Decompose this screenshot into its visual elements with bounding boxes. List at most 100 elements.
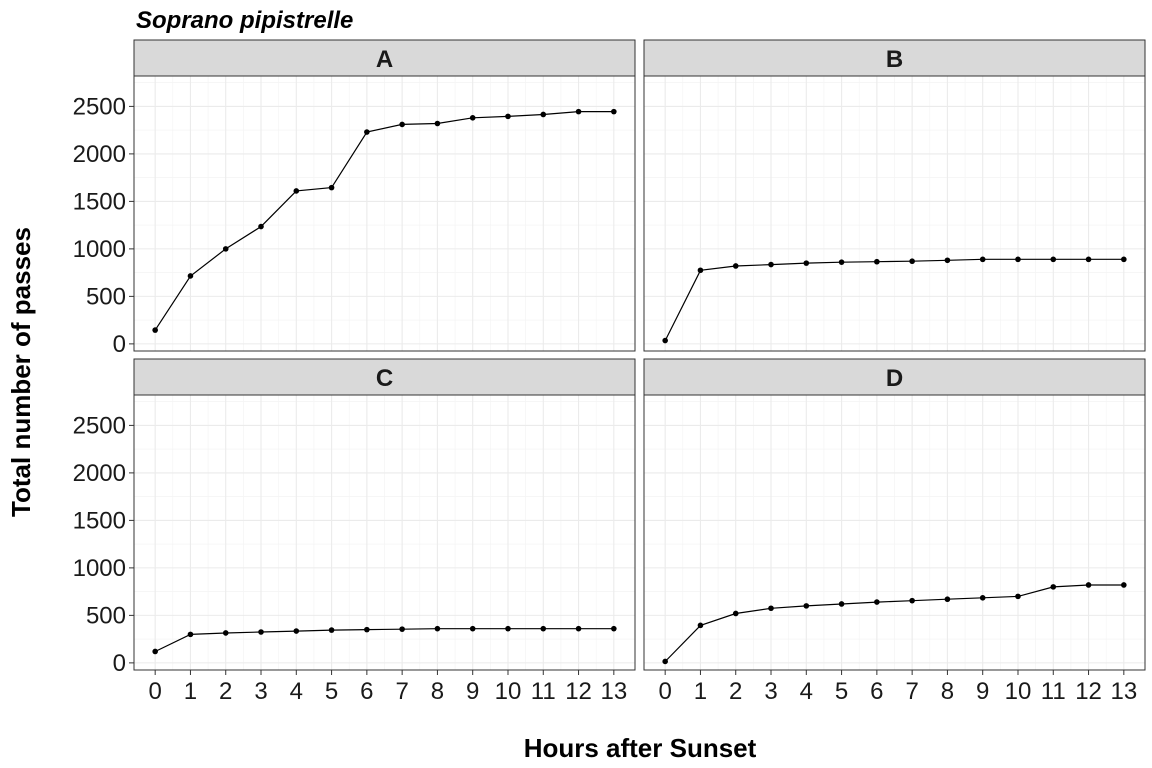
data-point [399, 626, 405, 632]
y-tick-label: 1000 [73, 236, 126, 263]
x-tick-label: 12 [1075, 678, 1102, 705]
panel-border [643, 394, 1146, 671]
x-tick-label: 5 [325, 678, 338, 705]
data-point [611, 625, 617, 632]
facet-strip [643, 39, 1146, 77]
x-tick-label: 8 [941, 678, 954, 705]
x-tick-label: 3 [764, 678, 777, 705]
x-tick-label: 8 [431, 678, 444, 705]
x-tick-label: 13 [1110, 678, 1137, 705]
x-tick-label: 2 [219, 678, 232, 705]
x-tick-label: 5 [835, 678, 848, 705]
data-point [944, 596, 951, 603]
data-point [187, 631, 194, 638]
x-tick-label: 2 [729, 678, 742, 705]
x-tick-label: 11 [1041, 678, 1066, 705]
data-point [222, 630, 229, 636]
facet-panel-D: D0 1 2 3 4 5 6 7 8 9 10 11 12 13 [643, 358, 1146, 705]
data-point [697, 267, 704, 274]
y-tick-label: 1500 [73, 507, 126, 534]
data-point [540, 111, 547, 118]
data-point [944, 257, 951, 264]
y-axis-title: Total number of passes [6, 227, 36, 517]
y-tick-label: 2000 [73, 141, 126, 168]
data-point [979, 256, 986, 263]
data-point [838, 601, 845, 607]
data-point [1085, 582, 1092, 588]
x-tick-label: 9 [466, 678, 479, 705]
data-point [611, 108, 617, 115]
y-tick-label: 1500 [73, 188, 126, 215]
data-point [328, 627, 335, 633]
data-point [222, 246, 229, 252]
x-tick-label: 4 [800, 678, 813, 705]
data-point [1015, 593, 1021, 600]
panel-border [133, 75, 636, 352]
facet-strip-label: A [376, 46, 393, 73]
data-point [364, 626, 370, 633]
data-point [838, 259, 845, 265]
data-point [909, 258, 915, 265]
x-tick-label: 1 [184, 678, 197, 705]
panel-border [643, 75, 1146, 352]
panel-border [133, 394, 636, 671]
data-point [874, 258, 880, 265]
x-tick-label: 13 [600, 678, 627, 705]
data-point [399, 121, 405, 128]
series-line [154, 110, 614, 331]
data-point [1015, 256, 1021, 263]
data-point [575, 625, 582, 632]
data-point [293, 188, 300, 194]
x-tick-label: 4 [290, 678, 303, 705]
data-point [732, 263, 739, 269]
x-tick-label: 10 [1005, 678, 1032, 705]
x-tick-label: 6 [360, 678, 373, 705]
series-line [664, 584, 1124, 662]
y-tick-label: 2500 [73, 93, 126, 120]
data-point [803, 603, 810, 609]
data-point [505, 113, 511, 120]
y-tick-label: 0 [113, 331, 126, 358]
x-tick-label: 3 [254, 678, 267, 705]
x-tick-label: 7 [395, 678, 408, 705]
data-point [152, 327, 158, 333]
x-axis-title: Hours after Sunset [524, 733, 757, 763]
data-point [979, 595, 986, 601]
chart-title: Soprano pipistrelle [136, 7, 353, 34]
facet-strip-label: C [376, 365, 393, 392]
data-point [662, 658, 668, 665]
data-point [258, 223, 264, 230]
y-tick-label: 500 [86, 602, 126, 629]
data-point [187, 273, 194, 279]
data-point [1050, 584, 1057, 590]
data-point [575, 108, 582, 115]
data-point [469, 625, 476, 632]
facet-panel-A: A 0 500 1000 1500 2000 2500 [73, 39, 636, 358]
data-point [434, 120, 441, 127]
data-point [540, 625, 547, 632]
data-point [258, 629, 264, 635]
y-tick-label: 2500 [73, 412, 126, 439]
x-tick-label: 10 [495, 678, 522, 705]
facet-strip-label: D [886, 365, 903, 392]
data-point [662, 337, 668, 344]
data-point [803, 260, 810, 266]
data-point [505, 625, 511, 632]
facet-strip [643, 358, 1146, 396]
data-point [768, 261, 774, 268]
facet-strip [133, 39, 636, 77]
y-tick-label: 1000 [73, 555, 126, 582]
data-point [434, 625, 441, 632]
data-point [293, 628, 300, 634]
series-line [154, 628, 614, 653]
data-point [1121, 582, 1127, 588]
data-point [364, 129, 370, 135]
y-tick-label: 2000 [73, 460, 126, 487]
x-tick-label: 12 [565, 678, 592, 705]
data-point [1050, 256, 1057, 263]
data-point [768, 605, 774, 612]
data-point [732, 610, 739, 617]
facet-strip [133, 358, 636, 396]
